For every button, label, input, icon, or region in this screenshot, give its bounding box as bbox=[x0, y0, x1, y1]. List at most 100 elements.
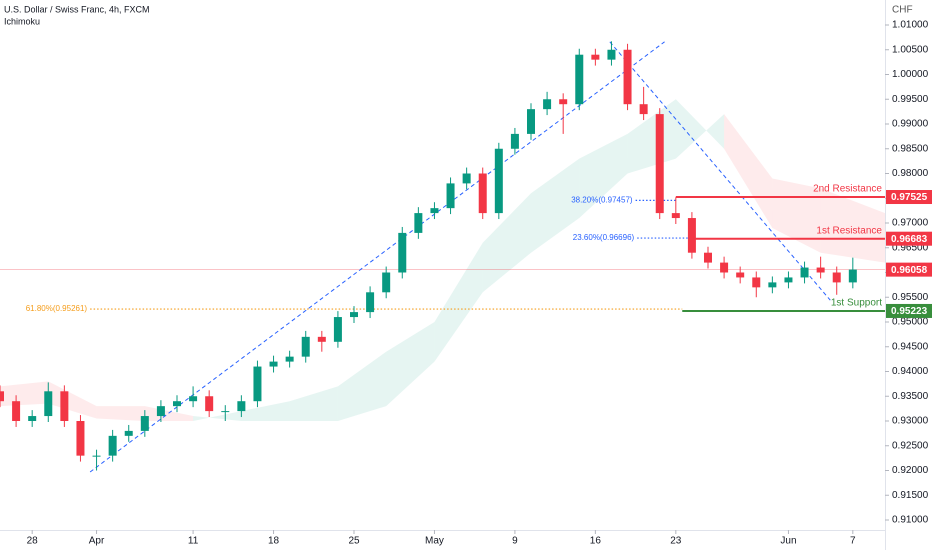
y-tick-label: 0.95500 bbox=[892, 292, 929, 303]
candle-body bbox=[494, 148, 503, 214]
y-tick-label: 0.91500 bbox=[892, 490, 929, 501]
candle-body bbox=[12, 401, 21, 422]
cloud-segment bbox=[675, 99, 725, 159]
candle-body bbox=[607, 49, 616, 60]
trendline bbox=[609, 41, 831, 301]
y-tick-label: 0.96500 bbox=[892, 242, 929, 253]
y-tick-label: 0.98000 bbox=[892, 168, 929, 179]
candle-body bbox=[60, 391, 69, 422]
level-price-tag-label: 0.97525 bbox=[891, 192, 928, 203]
candle-body bbox=[671, 213, 680, 219]
candle-body bbox=[414, 213, 423, 233]
y-tick-label: 0.94000 bbox=[892, 366, 929, 377]
candle-body bbox=[575, 54, 584, 105]
candle-body bbox=[156, 406, 165, 417]
current-price-tag-label: 0.96058 bbox=[891, 265, 928, 276]
cloud-segment bbox=[144, 406, 194, 422]
indicator-name: Ichimoku bbox=[4, 16, 40, 26]
candle-body bbox=[350, 312, 358, 318]
candle-body bbox=[0, 391, 4, 402]
x-tick-label: Jun bbox=[780, 536, 796, 547]
cloud-segment bbox=[337, 351, 387, 422]
level-label: 2nd Resistance bbox=[813, 184, 882, 195]
y-tick-label: 0.92000 bbox=[892, 465, 929, 476]
candle-body bbox=[108, 435, 117, 456]
level-price-tag bbox=[886, 231, 932, 246]
candle-body bbox=[478, 173, 487, 214]
current-price-tag bbox=[886, 262, 932, 277]
candle-body bbox=[510, 133, 519, 149]
plot-area: 38.20%(0.97457) 23.60%(0.96696) 61.80%(0.9… bbox=[0, 41, 885, 473]
y-tick-label: 0.95000 bbox=[892, 317, 929, 328]
x-tick-label: 23 bbox=[670, 536, 682, 547]
candle-body bbox=[366, 292, 375, 313]
cloud-segment bbox=[241, 401, 290, 422]
y-tick-label: 0.93500 bbox=[892, 391, 929, 402]
candle-body bbox=[301, 336, 310, 357]
y-tick-label: 0.97000 bbox=[892, 218, 929, 229]
fib-label: 61.80%(0.95261) bbox=[26, 304, 88, 313]
fib-label: 23.60%(0.96696) bbox=[573, 233, 635, 242]
candle-body bbox=[800, 267, 809, 278]
candle-body bbox=[832, 272, 841, 283]
candle-body bbox=[752, 277, 761, 288]
candle-body bbox=[687, 218, 696, 253]
y-tick-label: 0.92500 bbox=[892, 440, 929, 451]
level-price-tag bbox=[886, 190, 932, 205]
candle-body bbox=[848, 269, 857, 283]
level-price-tag-label: 0.95223 bbox=[891, 306, 928, 317]
y-tick-label: 0.99500 bbox=[892, 94, 929, 105]
chart-title: U.S. Dollar / Swiss Franc, 4h, FXCM bbox=[4, 4, 150, 14]
trendline bbox=[89, 41, 665, 473]
cloud-segment bbox=[0, 381, 49, 407]
y-tick-label: 1.00000 bbox=[892, 69, 929, 80]
y-tick-label: 1.01000 bbox=[892, 20, 929, 31]
candle-body bbox=[398, 232, 407, 273]
y-tick-label: 0.94500 bbox=[892, 341, 929, 352]
candle-body bbox=[285, 356, 294, 362]
fib-label: 38.20%(0.97457) bbox=[571, 195, 633, 204]
cloud-segment bbox=[386, 321, 435, 407]
cloud-segment bbox=[434, 242, 483, 362]
cloud-segment bbox=[96, 406, 145, 422]
cloud-segment bbox=[627, 99, 676, 174]
candle-body bbox=[736, 272, 745, 278]
candle-body bbox=[784, 277, 793, 283]
candle-body bbox=[382, 272, 391, 293]
candle-body bbox=[591, 54, 600, 60]
candle-body bbox=[76, 421, 85, 456]
candle-body bbox=[655, 114, 664, 214]
candle-body bbox=[639, 104, 648, 115]
candle-body bbox=[704, 252, 712, 263]
candle-body bbox=[124, 430, 133, 436]
candle-body bbox=[816, 267, 825, 273]
candle-body bbox=[430, 208, 439, 214]
x-tick-label: May bbox=[425, 536, 444, 547]
candle-body bbox=[269, 361, 278, 367]
x-tick-label: 7 bbox=[850, 536, 856, 547]
cloud-segment bbox=[579, 133, 628, 219]
candle-body bbox=[92, 455, 101, 457]
y-tick-label: 0.99000 bbox=[892, 119, 929, 130]
x-tick-label: 18 bbox=[268, 536, 280, 547]
x-tick-label: 16 bbox=[590, 536, 602, 547]
cloud-segment bbox=[724, 114, 773, 228]
candle-body bbox=[173, 401, 181, 407]
candle-body bbox=[140, 416, 149, 431]
candle-body bbox=[221, 411, 230, 413]
cloud-segment bbox=[482, 193, 531, 293]
level-price-tag-label: 0.96683 bbox=[891, 234, 928, 245]
candle-body bbox=[446, 183, 455, 209]
candle-body bbox=[543, 99, 552, 110]
candle-body bbox=[205, 396, 214, 412]
candle-body bbox=[317, 336, 326, 342]
y-tick-label: 0.91000 bbox=[892, 515, 929, 526]
y-tick-label: 0.93000 bbox=[892, 416, 929, 427]
candle-body bbox=[44, 391, 53, 417]
y-tick-label: 1.00500 bbox=[892, 44, 929, 55]
candle-body bbox=[189, 396, 198, 402]
cloud-segment bbox=[531, 158, 580, 253]
candle-body bbox=[253, 366, 262, 402]
